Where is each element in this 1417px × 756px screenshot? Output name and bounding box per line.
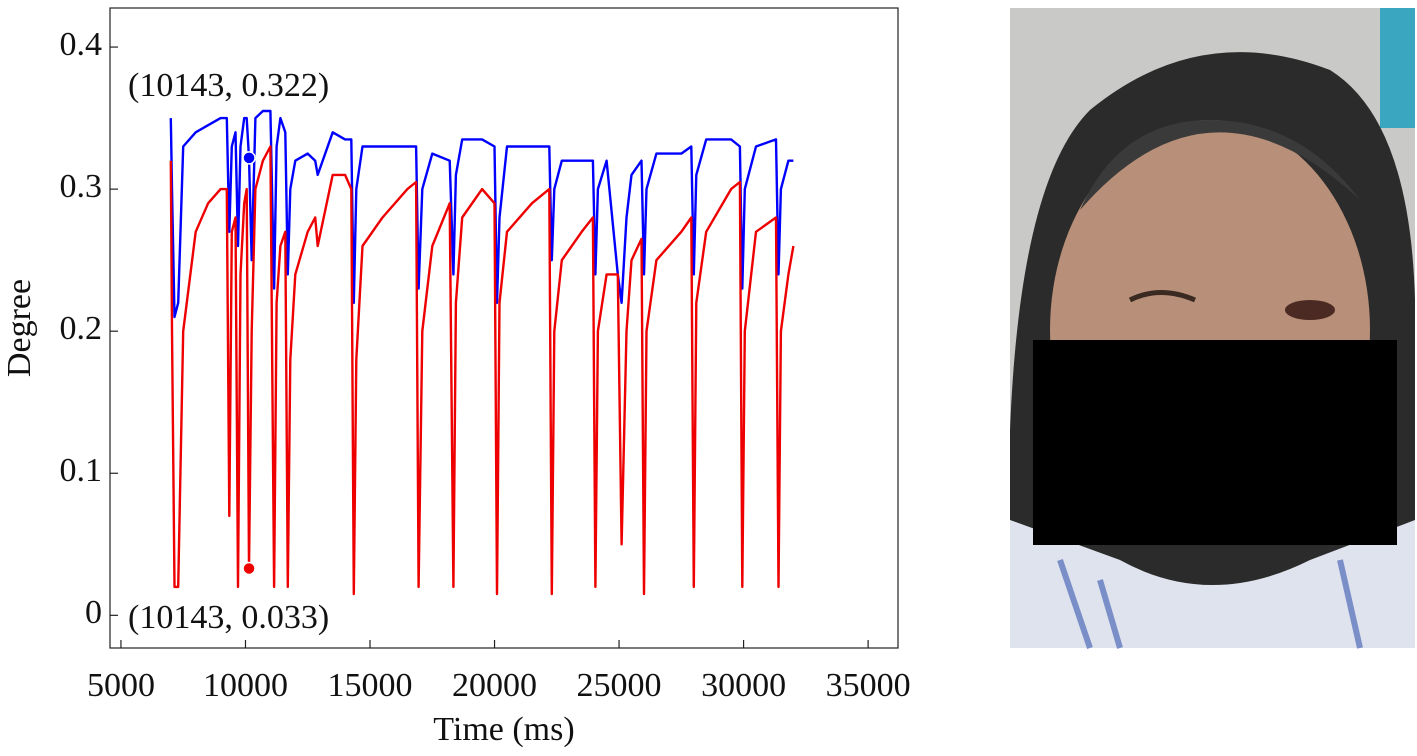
annotation-marker: [242, 561, 256, 576]
x-axis-label: Time (ms): [433, 711, 574, 748]
annotation-marker: [242, 151, 256, 165]
annotation-label: (10143, 0.322): [128, 67, 329, 104]
data-line: [169, 109, 794, 319]
y-tick-label: 0.4: [60, 26, 103, 63]
annotation-label: (10143, 0.033): [128, 599, 329, 636]
data-line: [169, 145, 795, 596]
y-tick-label: 0: [85, 594, 102, 631]
plot-frame: [109, 7, 899, 649]
x-tick-label: 20000: [452, 667, 537, 704]
photo: [1010, 8, 1415, 649]
x-tick-label: 15000: [328, 667, 413, 704]
y-axis-label: Degree: [1, 279, 38, 377]
x-tick-label: 30000: [701, 667, 786, 704]
y-tick-label: 0.2: [60, 310, 103, 347]
x-tick-label: 35000: [826, 667, 911, 704]
y-tick-label: 0.3: [60, 168, 103, 205]
x-tick-label: 10000: [203, 667, 288, 704]
x-tick-label: 25000: [577, 667, 662, 704]
y-tick-label: 0.1: [60, 452, 103, 489]
x-tick-label: 5000: [87, 667, 155, 704]
